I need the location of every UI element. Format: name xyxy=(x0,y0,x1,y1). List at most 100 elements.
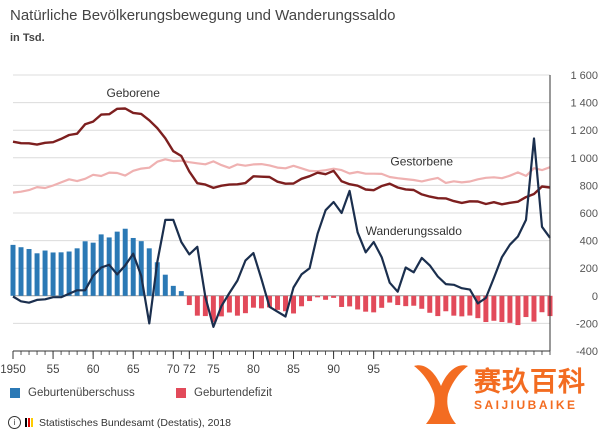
bar-deficit xyxy=(491,295,497,321)
legend-label-surplus: Geburtenüberschuss xyxy=(28,387,135,399)
bar-surplus xyxy=(74,248,80,296)
bar-deficit xyxy=(427,295,433,313)
bar-deficit xyxy=(307,295,313,302)
bar-deficit xyxy=(467,295,473,316)
bar-surplus xyxy=(106,237,112,296)
bar-surplus xyxy=(130,237,136,296)
bar-deficit xyxy=(515,295,521,326)
bar-surplus xyxy=(82,241,88,296)
x-tick-label: 85 xyxy=(287,364,300,376)
destatis-logo-icon xyxy=(25,418,34,427)
y-tick-label: -200 xyxy=(576,318,598,330)
series-label-geborene: Geborene xyxy=(107,86,161,100)
bar-surplus xyxy=(66,251,72,296)
bar-surplus xyxy=(34,253,40,296)
bar-surplus xyxy=(114,231,120,296)
bar-deficit xyxy=(435,295,441,317)
x-tick-label: 70 xyxy=(167,364,180,376)
y-tick-label: 800 xyxy=(580,180,598,192)
bar-deficit xyxy=(258,295,264,309)
x-tick-label: 65 xyxy=(127,364,140,376)
legend-label-deficit: Geburtendefizit xyxy=(194,387,272,399)
bar-surplus xyxy=(10,244,16,296)
line-gestorbene xyxy=(12,158,551,194)
x-tick-label: 72 xyxy=(183,364,196,376)
bar-deficit xyxy=(451,295,457,316)
y-tick-label: 0 xyxy=(592,291,598,303)
bar-deficit xyxy=(355,295,361,310)
bar-surplus xyxy=(26,249,32,296)
bar-deficit xyxy=(202,295,208,317)
y-tick-label: -400 xyxy=(576,346,598,358)
x-tick-label: 1950 xyxy=(0,364,26,376)
y-tick-label: 1 200 xyxy=(570,125,598,137)
y-tick-label: 1 400 xyxy=(570,98,598,110)
series-label-gestorbene: Gestorbene xyxy=(390,154,453,168)
unit-label: in Tsd. xyxy=(10,32,45,44)
y-tick-label: 400 xyxy=(580,236,598,248)
line-geborene xyxy=(12,107,551,206)
bar-deficit xyxy=(363,295,369,312)
legend-item-deficit: Geburtendefizit xyxy=(176,387,272,399)
bar-deficit xyxy=(210,295,216,323)
bar-deficit xyxy=(483,295,489,323)
watermark-text-cn: 赛玖百科 xyxy=(474,367,586,397)
bar-surplus xyxy=(154,262,160,296)
bar-deficit xyxy=(507,295,513,323)
bar-deficit xyxy=(395,295,401,306)
bar-surplus xyxy=(50,252,56,296)
bar-surplus xyxy=(170,285,176,296)
bar-deficit xyxy=(371,295,377,313)
bar-deficit xyxy=(331,295,337,298)
bar-deficit xyxy=(283,295,288,312)
chart-title: Natürliche Bevölkerungsbewegung und Wand… xyxy=(10,7,396,24)
source-credit: i Statistisches Bundesamt (Destatis), 20… xyxy=(8,416,231,429)
bar-deficit xyxy=(299,295,305,307)
bar-deficit xyxy=(291,295,297,314)
bar-surplus xyxy=(178,291,184,296)
bar-deficit xyxy=(379,295,385,308)
bar-deficit xyxy=(194,295,200,316)
bar-surplus xyxy=(18,247,24,296)
series-label-wanderungssaldo: Wanderungssaldo xyxy=(366,224,463,238)
legend-swatch-surplus xyxy=(10,388,20,398)
bar-deficit xyxy=(347,295,353,307)
bar-deficit xyxy=(419,295,425,309)
y-tick-label: 1 600 xyxy=(570,70,598,82)
bar-deficit xyxy=(475,295,481,319)
watermark: 赛玖百科 SAIJIUBAIKE xyxy=(408,352,600,433)
cc-license-icon: i xyxy=(8,416,21,429)
x-tick-label: 80 xyxy=(247,364,260,376)
x-tick-label: 60 xyxy=(87,364,100,376)
watermark-text-en: SAIJIUBAIKE xyxy=(474,398,578,412)
bar-surplus xyxy=(90,242,96,296)
bar-deficit xyxy=(250,295,256,308)
bar-deficit xyxy=(226,295,232,313)
whale-tail-logo-icon xyxy=(414,365,468,424)
bar-deficit xyxy=(523,295,529,318)
y-tick-label: 1 000 xyxy=(570,153,598,165)
bar-deficit xyxy=(499,295,505,323)
source-credit-text: Statistisches Bundesamt (Destatis), 2018 xyxy=(39,416,232,429)
x-tick-label: 75 xyxy=(207,364,220,376)
bar-surplus xyxy=(162,274,168,296)
bar-deficit xyxy=(411,295,417,306)
bar-deficit xyxy=(443,295,449,312)
bar-deficit xyxy=(403,295,409,307)
bar-deficit xyxy=(531,295,537,322)
y-tick-label: 200 xyxy=(580,263,598,275)
x-tick-label: 95 xyxy=(367,364,380,376)
x-tick-label: 90 xyxy=(327,364,340,376)
line-wanderungssaldo xyxy=(12,137,551,328)
bar-deficit xyxy=(339,295,345,307)
bar-deficit xyxy=(459,295,465,317)
bar-surplus xyxy=(122,228,128,296)
bar-deficit xyxy=(539,295,545,313)
bar-deficit xyxy=(323,295,329,300)
bar-surplus xyxy=(146,248,152,296)
y-tick-label: 600 xyxy=(580,208,598,220)
bar-deficit xyxy=(242,295,248,314)
legend-swatch-deficit xyxy=(176,388,186,398)
bar-surplus xyxy=(42,250,48,296)
